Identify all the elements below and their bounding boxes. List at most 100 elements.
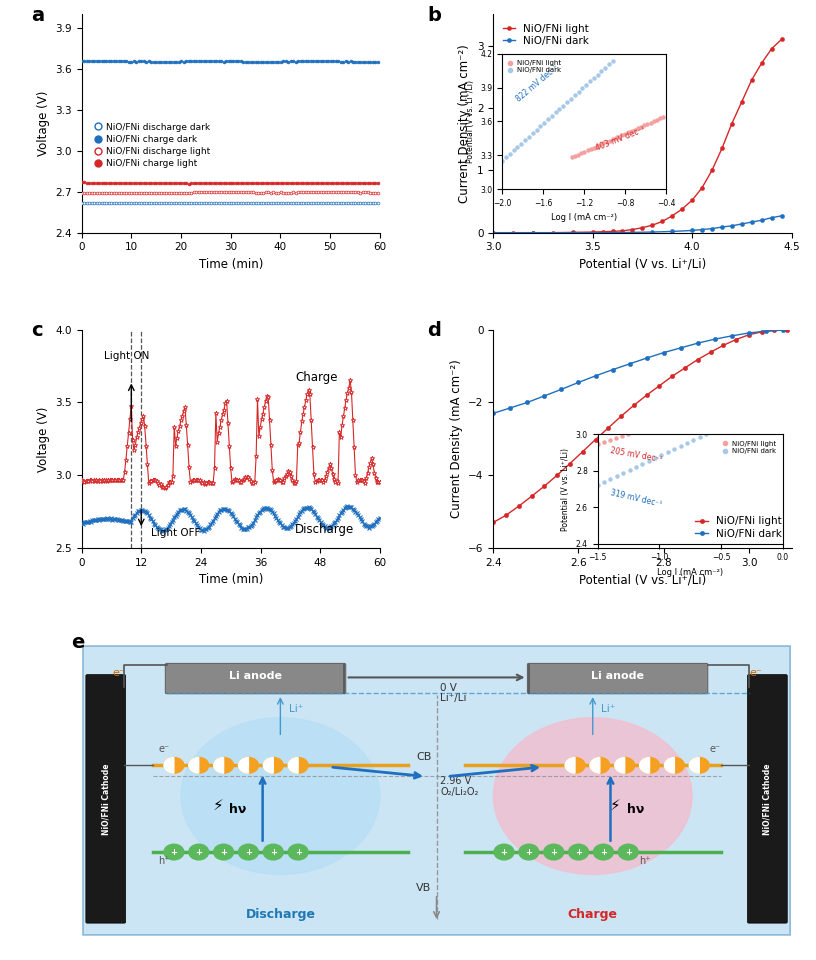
- Text: NiO/FNi Cathode: NiO/FNi Cathode: [763, 763, 772, 834]
- NiO/FNi light: [597, 226, 607, 237]
- NiO/FNi light: [667, 210, 677, 222]
- Circle shape: [188, 757, 209, 773]
- NiO/FNi light: [616, 411, 626, 422]
- Text: +: +: [220, 848, 227, 857]
- Text: +: +: [195, 848, 202, 857]
- NiO/FNi light: [706, 347, 716, 358]
- Text: Li anode: Li anode: [591, 670, 644, 681]
- Circle shape: [494, 844, 514, 860]
- Text: Light OFF: Light OFF: [151, 528, 201, 539]
- Text: Light ON: Light ON: [104, 350, 149, 361]
- Wedge shape: [288, 757, 298, 773]
- Text: hν: hν: [229, 803, 246, 816]
- Text: Li⁺/Li: Li⁺/Li: [440, 693, 467, 703]
- NiO/FNi light: [548, 227, 558, 238]
- Text: Discharge: Discharge: [246, 908, 315, 921]
- Wedge shape: [188, 757, 199, 773]
- Legend: NiO/FNi light, NiO/FNi dark: NiO/FNi light, NiO/FNi dark: [691, 513, 787, 542]
- Circle shape: [619, 844, 638, 860]
- Legend: NiO/FNi discharge dark, NiO/FNi charge dark, NiO/FNi discharge light, NiO/FNi ch: NiO/FNi discharge dark, NiO/FNi charge d…: [92, 119, 214, 172]
- Wedge shape: [238, 757, 248, 773]
- NiO/FNi dark: [568, 227, 578, 238]
- Text: h⁺: h⁺: [158, 856, 170, 866]
- Text: VB: VB: [416, 883, 432, 893]
- Line: NiO/FNi light: NiO/FNi light: [491, 37, 783, 235]
- X-axis label: Time (min): Time (min): [198, 573, 263, 587]
- Text: hν: hν: [627, 803, 644, 816]
- Circle shape: [214, 844, 233, 860]
- Text: +: +: [245, 848, 252, 857]
- Text: +: +: [295, 848, 302, 857]
- NiO/FNi light: [727, 118, 737, 130]
- NiO/FNi light: [508, 227, 518, 238]
- Legend: NiO/FNi light, NiO/FNi dark: NiO/FNi light, NiO/FNi dark: [499, 19, 593, 50]
- NiO/FNi light: [744, 329, 754, 341]
- NiO/FNi dark: [744, 327, 754, 339]
- Circle shape: [543, 844, 564, 860]
- NiO/FNi dark: [756, 214, 766, 226]
- Text: h⁺: h⁺: [639, 856, 650, 866]
- NiO/FNi dark: [761, 325, 771, 337]
- Y-axis label: Current Density (mA cm⁻²): Current Density (mA cm⁻²): [450, 359, 463, 518]
- NiO/FNi dark: [778, 324, 788, 336]
- NiO/FNi dark: [747, 216, 756, 228]
- NiO/FNi light: [756, 326, 766, 338]
- NiO/FNi light: [693, 353, 703, 365]
- Text: Li anode: Li anode: [229, 670, 282, 681]
- NiO/FNi dark: [727, 330, 737, 342]
- NiO/FNi light: [717, 143, 727, 155]
- NiO/FNi light: [677, 204, 687, 215]
- NiO/FNi dark: [676, 342, 685, 353]
- NiO/FNi light: [565, 458, 574, 469]
- Text: a: a: [31, 6, 44, 25]
- Line: NiO/FNi dark: NiO/FNi dark: [491, 214, 783, 235]
- Text: b: b: [428, 6, 441, 25]
- NiO/FNi dark: [707, 223, 717, 234]
- Y-axis label: Voltage (V): Voltage (V): [37, 406, 50, 471]
- NiO/FNi dark: [557, 384, 566, 396]
- NiO/FNi dark: [625, 358, 635, 370]
- Text: Discharge: Discharge: [295, 523, 355, 537]
- Text: Charge: Charge: [295, 371, 338, 384]
- NiO/FNi dark: [522, 396, 532, 408]
- NiO/FNi dark: [659, 347, 668, 358]
- NiO/FNi light: [658, 216, 667, 228]
- Text: +: +: [500, 848, 508, 857]
- Circle shape: [264, 844, 283, 860]
- Text: NiO/FNi Cathode: NiO/FNi Cathode: [101, 763, 110, 834]
- NiO/FNi light: [603, 422, 613, 434]
- FancyBboxPatch shape: [86, 675, 126, 924]
- Y-axis label: Current Density (mA cm⁻²): Current Density (mA cm⁻²): [459, 44, 472, 203]
- Wedge shape: [565, 757, 575, 773]
- NiO/FNi dark: [667, 226, 677, 237]
- NiO/FNi light: [680, 362, 690, 373]
- NiO/FNi dark: [727, 220, 737, 231]
- Text: ⚡: ⚡: [610, 798, 621, 813]
- Circle shape: [164, 757, 184, 773]
- NiO/FNi light: [654, 380, 664, 392]
- Text: Li⁺: Li⁺: [289, 704, 304, 714]
- NiO/FNi dark: [710, 333, 720, 345]
- NiO/FNi light: [514, 500, 524, 512]
- Wedge shape: [214, 757, 224, 773]
- Circle shape: [690, 757, 709, 773]
- NiO/FNi light: [539, 480, 549, 492]
- Text: e: e: [71, 634, 84, 653]
- NiO/FNi dark: [647, 227, 657, 238]
- NiO/FNi light: [687, 195, 697, 206]
- Line: NiO/FNi dark: NiO/FNi dark: [491, 327, 785, 416]
- Wedge shape: [590, 757, 600, 773]
- Text: e⁻: e⁻: [750, 668, 762, 678]
- NiO/FNi dark: [591, 371, 601, 382]
- Wedge shape: [614, 757, 625, 773]
- NiO/FNi light: [629, 399, 639, 411]
- NiO/FNi light: [637, 222, 647, 233]
- Text: Li⁺: Li⁺: [601, 704, 615, 714]
- Ellipse shape: [181, 718, 379, 875]
- Text: +: +: [625, 848, 632, 857]
- NiO/FNi dark: [693, 337, 703, 348]
- NiO/FNi light: [756, 58, 766, 69]
- NiO/FNi light: [747, 74, 756, 85]
- Circle shape: [614, 757, 635, 773]
- NiO/FNi light: [488, 227, 498, 238]
